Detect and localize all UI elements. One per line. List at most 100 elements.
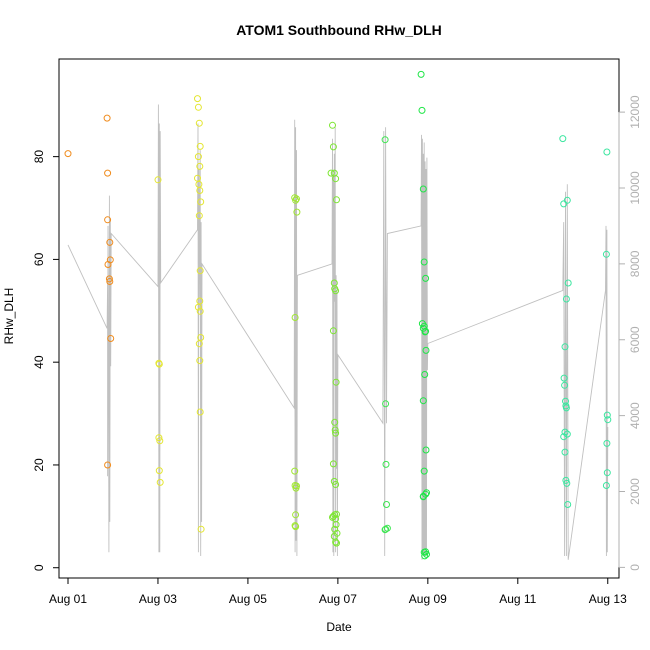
data-point [292,511,300,519]
data-point [194,303,202,311]
data-point [327,169,335,177]
data-point [564,501,572,508]
data-point [106,238,114,246]
data-point [293,208,301,216]
y2-tick-label: 8000 [628,250,642,277]
data-point [156,478,164,486]
x-axis: Aug 01 Aug 03 Aug 05 Aug 07 Aug 09 Aug 11 Aug … [49,577,627,606]
data-point [332,429,340,437]
data-point [103,114,111,122]
data-point [602,250,610,258]
y2-tick-label: 4000 [628,402,642,429]
data-point [332,538,340,546]
data-point [331,525,339,533]
scatter-points [64,70,612,560]
data-point [564,279,572,287]
data-point [196,187,204,194]
data-point [419,397,427,405]
data-point [292,196,300,204]
data-point [195,340,203,348]
data-point [561,428,569,436]
data-point [422,274,430,282]
data-point [332,378,340,386]
data-point [293,195,300,203]
y-tick-label: 0 [32,564,46,571]
y-tick-label: 60 [32,252,46,266]
data-point [195,212,203,220]
data-point [421,328,429,336]
data-point [417,70,425,78]
y2-tick-label: 10000 [628,171,642,205]
data-point [382,525,390,533]
data-point [196,357,204,365]
data-point [332,287,340,295]
data-point [382,460,390,468]
data-point [194,95,201,103]
data-point [604,416,612,424]
data-point [155,360,163,368]
data-point [156,437,164,445]
y2-tick-label: 12000 [628,95,642,129]
data-point [333,539,340,547]
data-point [332,175,340,183]
data-point [383,501,390,508]
y-tick-label: 80 [32,150,46,164]
data-point [331,511,339,519]
data-point [196,307,204,315]
data-point [329,460,337,468]
data-point [106,278,114,285]
data-point [196,142,204,150]
data-point [291,467,299,475]
data-point [603,411,611,419]
data-point [560,200,568,208]
data-point [292,523,300,531]
x-tick-label: Aug 03 [139,592,177,606]
x-tick-label: Aug 09 [409,592,447,606]
data-point [423,550,430,558]
data-point [196,162,204,170]
data-point [155,467,163,475]
data-point [418,106,426,114]
y2-tick-label: 0 [628,564,642,571]
data-point [293,482,300,490]
data-point [419,493,427,501]
data-point [561,343,569,351]
data-point [154,176,162,184]
data-point [104,169,112,177]
data-point [419,185,427,193]
data-point [197,198,205,206]
data-point [105,275,113,283]
data-point [331,418,339,426]
data-point [422,446,430,454]
data-point [562,295,570,303]
data-point [562,397,569,405]
data-point [561,381,569,389]
data-point [291,314,299,321]
data-point [562,476,570,484]
y2-axis: 0 2000 4000 6000 8000 10000 12000 [618,95,642,571]
data-point [104,461,112,469]
data-point [196,267,204,275]
data-point [420,467,428,475]
data-point [195,119,203,127]
data-point [603,439,611,447]
data-point [422,346,430,354]
x-tick-label: Aug 07 [319,592,357,606]
data-point [562,402,570,410]
data-point [107,335,115,342]
data-point [194,153,202,161]
data-point [561,448,569,456]
data-point [329,121,336,129]
chart-title: ATOM1 Southbound RHw_DLH [236,22,442,38]
x-tick-label: Aug 11 [499,592,536,606]
data-point [382,400,390,408]
y-axis: 0 20 40 60 80 [32,150,60,571]
line-series [67,104,609,560]
data-point [197,525,205,533]
data-point [420,258,428,266]
data-point [106,256,114,264]
data-point [104,216,112,224]
data-point [603,469,611,477]
data-point [421,371,429,378]
y2-tick-label: 2000 [628,478,642,505]
